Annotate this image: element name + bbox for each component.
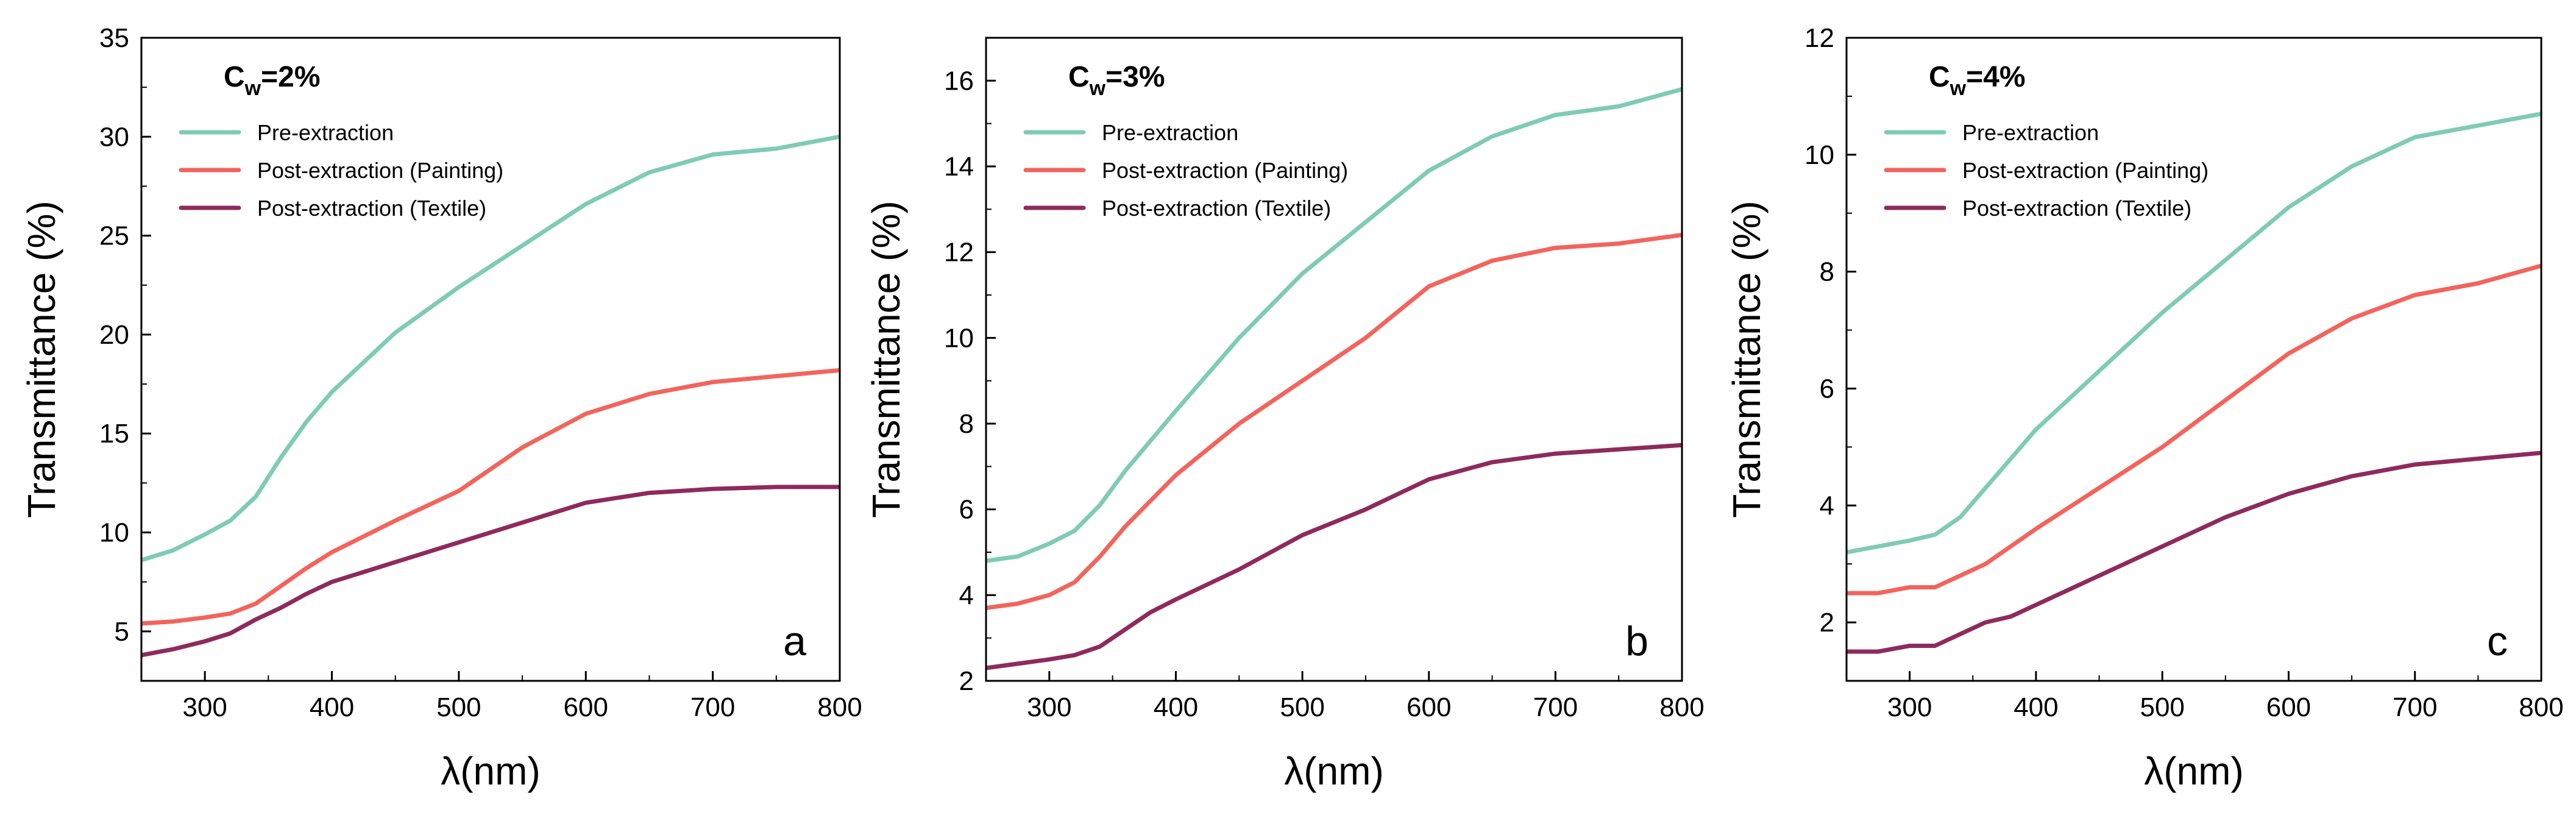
y-axis-title: Transmittance (%) [864,201,908,517]
concentration-label: Cw=3% [1068,61,1165,100]
concentration-main: C [1068,61,1090,93]
panel-letter: c [2487,618,2508,664]
concentration-main: C [224,61,245,93]
y-tick-label: 15 [99,419,129,449]
y-tick-label: 5 [115,617,129,647]
legend-label-1: Pre-extraction [1102,120,1238,145]
y-tick-label: 35 [99,23,129,53]
y-tick-label: 25 [99,221,129,251]
series-line-3 [141,485,840,658]
series-line-1 [141,134,840,563]
chart-panel-c: 300 400 500 600 700 800 2 4 6 8 10 12 λ(nm) Transmitt… [1725,23,2564,793]
y-tick-label: 10 [944,323,974,353]
legend-label-1: Pre-extraction [1962,120,2099,145]
x-tick-label: 600 [1407,692,1451,722]
series-line-2 [986,233,1682,610]
x-tick-label: 800 [817,692,862,722]
y-tick-label: 8 [959,409,974,439]
x-tick-label: 600 [564,692,608,722]
x-tick-label: 700 [690,692,735,722]
series-line-2 [1847,263,2541,596]
y-tick-label: 10 [99,518,129,548]
plot-frame [140,37,841,682]
y-tick-label: 8 [1820,257,1834,287]
concentration-subscript: w [1950,77,1967,100]
concentration-subscript: w [244,77,261,100]
y-tick-label: 4 [1820,491,1834,521]
concentration-label: Cw=2% [224,61,321,100]
y-tick-label: 16 [944,66,974,96]
y-tick-label: 6 [1820,374,1834,404]
y-tick-label: 20 [99,320,129,350]
y-tick-label: 14 [944,152,974,182]
x-tick-label: 500 [436,692,481,722]
x-tick-label: 700 [1533,692,1578,722]
chart-panel-a: 300 400 500 600 700 800 5 10 15 20 25 30 35 λ(nm) Tran… [20,23,862,793]
x-tick-label: 800 [2519,692,2563,722]
chart-panel-b: 300 400 500 600 700 800 2 4 6 8 10 12 14 16 λ(nm) Trans… [864,37,1705,793]
x-axis-title: λ(nm) [2144,749,2244,793]
y-tick-label: 2 [959,666,974,696]
concentration-main: C [1929,61,1950,93]
legend-label-3: Post-extraction (Textile) [1962,196,2191,221]
x-tick-label: 500 [2140,692,2184,722]
x-tick-label: 400 [2014,692,2058,722]
legend-label-2: Post-extraction (Painting) [257,158,503,183]
x-tick-label: 400 [1154,692,1198,722]
legend-label-2: Post-extraction (Painting) [1962,158,2209,183]
y-tick-label: 2 [1820,608,1834,638]
plot-frame [1845,37,2542,682]
concentration-value: =4% [1966,61,2025,93]
x-axis-title: λ(nm) [1284,749,1384,793]
x-tick-label: 500 [1280,692,1324,722]
y-tick-label: 10 [1804,140,1834,170]
x-tick-label: 300 [182,692,227,722]
series-line-1 [1847,112,2541,555]
concentration-value: =3% [1105,61,1165,93]
y-tick-label: 6 [959,495,974,525]
legend-label-1: Pre-extraction [257,120,394,145]
y-tick-label: 30 [99,122,129,152]
y-tick-label: 12 [1804,23,1834,53]
y-tick-label: 12 [944,238,974,268]
x-tick-label: 300 [1027,692,1071,722]
series-line-2 [141,368,840,626]
plot-frame [985,37,1683,682]
x-tick-label: 400 [310,692,354,722]
series-line-1 [986,87,1682,563]
y-axis-title: Transmittance (%) [1725,201,1769,517]
series-line-3 [1847,450,2541,654]
series-line-3 [986,443,1682,670]
legend-label-3: Post-extraction (Textile) [1102,196,1331,221]
panel-letter: b [1625,618,1648,664]
concentration-label: Cw=4% [1929,61,2026,100]
x-tick-label: 600 [2266,692,2311,722]
x-axis-title: λ(nm) [441,749,541,793]
legend-label-3: Post-extraction (Textile) [257,196,486,221]
x-tick-label: 800 [1659,692,1704,722]
y-axis-title: Transmittance (%) [20,201,63,517]
concentration-value: =2% [261,61,320,93]
x-tick-label: 700 [2393,692,2437,722]
legend-label-2: Post-extraction (Painting) [1102,158,1348,183]
panel-letter: a [783,618,806,664]
concentration-subscript: w [1089,77,1106,100]
y-tick-label: 4 [959,580,974,610]
x-tick-label: 300 [1887,692,1932,722]
